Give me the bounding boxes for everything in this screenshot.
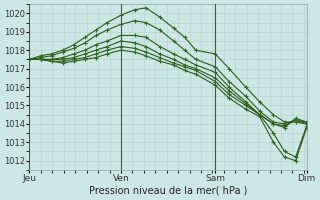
X-axis label: Pression niveau de la mer( hPa ): Pression niveau de la mer( hPa ) (89, 186, 247, 196)
